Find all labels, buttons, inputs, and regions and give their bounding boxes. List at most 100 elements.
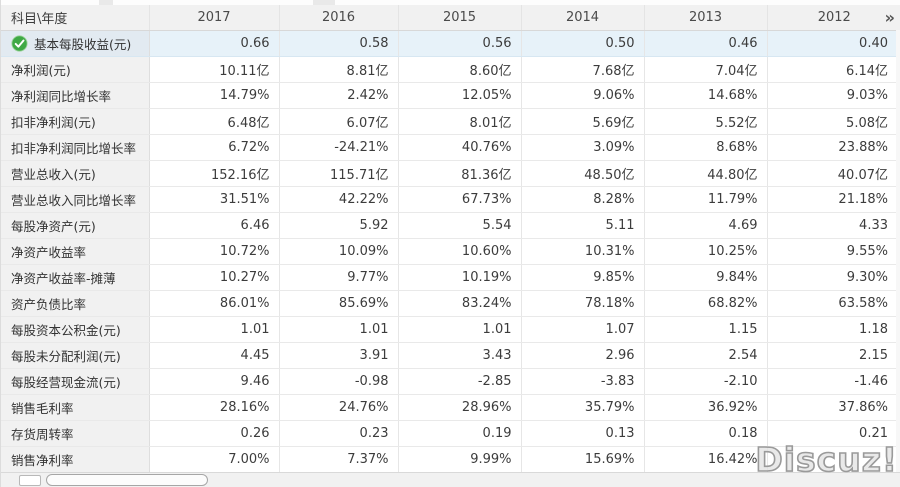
metric-value-cell[interactable]: 78.18%: [521, 290, 645, 317]
metric-label-cell[interactable]: 净利润(元): [1, 56, 150, 83]
metric-value-cell[interactable]: -1.46: [767, 368, 900, 395]
metric-label-cell[interactable]: 资产负债比率: [1, 290, 150, 317]
metric-value-cell[interactable]: 0.23: [279, 420, 399, 447]
metric-label-cell[interactable]: 每股未分配利润(元): [1, 342, 150, 369]
metric-value-cell[interactable]: 3.43: [398, 342, 522, 369]
metric-value-cell[interactable]: 36.92%: [644, 394, 768, 421]
metric-value-cell[interactable]: 6.14亿: [767, 56, 900, 83]
metric-value-cell[interactable]: 4.45: [149, 342, 280, 369]
metric-value-cell[interactable]: 0.50: [521, 30, 645, 57]
metric-value-cell[interactable]: 31.51%: [149, 186, 280, 213]
metric-value-cell[interactable]: 0.18: [644, 420, 768, 447]
metric-value-cell[interactable]: 4.33: [767, 212, 900, 239]
metric-value-cell[interactable]: 11.79%: [644, 186, 768, 213]
table-row[interactable]: 销售毛利率 28.16% 24.76% 28.96% 35.79% 36.92%…: [1, 394, 900, 421]
metric-value-cell[interactable]: 8.60亿: [398, 56, 522, 83]
metric-value-cell[interactable]: 14.79%: [149, 82, 280, 109]
metric-value-cell[interactable]: 15.69%: [521, 446, 645, 473]
metric-value-cell[interactable]: 81.36亿: [398, 160, 522, 187]
metric-value-cell[interactable]: 7.04亿: [644, 56, 768, 83]
metric-value-cell[interactable]: 1.07: [521, 316, 645, 343]
scrollbar-left-button[interactable]: [19, 475, 41, 486]
metric-value-cell[interactable]: 16.42%: [644, 446, 768, 473]
metric-value-cell[interactable]: 10.09%: [279, 238, 399, 265]
scrollbar-thumb[interactable]: [46, 474, 208, 486]
table-row[interactable]: 资产负债比率 86.01% 85.69% 83.24% 78.18% 68.82…: [1, 290, 900, 317]
metric-value-cell[interactable]: 1.01: [149, 316, 280, 343]
metric-value-cell[interactable]: 9.03%: [767, 82, 900, 109]
metric-value-cell[interactable]: 8.68%: [644, 134, 768, 161]
horizontal-scrollbar[interactable]: [1, 472, 900, 487]
metric-value-cell[interactable]: 1.18: [767, 316, 900, 343]
metric-value-cell[interactable]: 5.69亿: [521, 108, 645, 135]
metric-value-cell[interactable]: 10.11亿: [149, 56, 280, 83]
metric-value-cell[interactable]: 6.72%: [149, 134, 280, 161]
metric-value-cell[interactable]: 14.68%: [644, 82, 768, 109]
metric-value-cell[interactable]: 9.30%: [767, 264, 900, 291]
metric-value-cell[interactable]: 37.86%: [767, 394, 900, 421]
metric-value-cell[interactable]: 85.69%: [279, 290, 399, 317]
metric-value-cell[interactable]: [767, 446, 900, 473]
metric-label-cell[interactable]: 销售净利率: [1, 446, 150, 473]
table-row[interactable]: 销售净利率 7.00% 7.37% 9.99% 15.69% 16.42%: [1, 446, 900, 473]
metric-value-cell[interactable]: 67.73%: [398, 186, 522, 213]
table-row[interactable]: 净资产收益率-摊薄 10.27% 9.77% 10.19% 9.85% 9.84…: [1, 264, 900, 291]
table-row[interactable]: 扣非净利润同比增长率 6.72% -24.21% 40.76% 3.09% 8.…: [1, 134, 900, 161]
metric-value-cell[interactable]: 9.84%: [644, 264, 768, 291]
metric-value-cell[interactable]: 2.42%: [279, 82, 399, 109]
metric-value-cell[interactable]: 1.01: [398, 316, 522, 343]
metric-value-cell[interactable]: 152.16亿: [149, 160, 280, 187]
metric-value-cell[interactable]: 8.01亿: [398, 108, 522, 135]
metric-value-cell[interactable]: 40.07亿: [767, 160, 900, 187]
table-row[interactable]: 扣非净利润(元) 6.48亿 6.07亿 8.01亿 5.69亿 5.52亿 5…: [1, 108, 900, 135]
metric-value-cell[interactable]: 21.18%: [767, 186, 900, 213]
metric-value-cell[interactable]: 0.19: [398, 420, 522, 447]
metric-value-cell[interactable]: 68.82%: [644, 290, 768, 317]
metric-value-cell[interactable]: 10.60%: [398, 238, 522, 265]
metric-value-cell[interactable]: 6.46: [149, 212, 280, 239]
metric-label-cell[interactable]: 净利润同比增长率: [1, 82, 150, 109]
metric-value-cell[interactable]: 7.00%: [149, 446, 280, 473]
metric-value-cell[interactable]: 1.15: [644, 316, 768, 343]
metric-value-cell[interactable]: 7.68亿: [521, 56, 645, 83]
metric-value-cell[interactable]: 8.28%: [521, 186, 645, 213]
metric-value-cell[interactable]: 86.01%: [149, 290, 280, 317]
metric-value-cell[interactable]: 5.92: [279, 212, 399, 239]
metric-value-cell[interactable]: 0.46: [644, 30, 768, 57]
metric-value-cell[interactable]: 24.76%: [279, 394, 399, 421]
metric-label-cell[interactable]: 营业总收入同比增长率: [1, 186, 150, 213]
metric-label-cell[interactable]: 扣非净利润(元): [1, 108, 150, 135]
metric-value-cell[interactable]: 3.91: [279, 342, 399, 369]
metric-label-cell[interactable]: 存货周转率: [1, 420, 150, 447]
metric-value-cell[interactable]: 0.40: [767, 30, 900, 57]
metric-value-cell[interactable]: 0.21: [767, 420, 900, 447]
metric-value-cell[interactable]: 63.58%: [767, 290, 900, 317]
metric-value-cell[interactable]: 6.07亿: [279, 108, 399, 135]
metric-value-cell[interactable]: 35.79%: [521, 394, 645, 421]
more-years-icon[interactable]: »: [884, 7, 895, 27]
metric-label-cell[interactable]: 营业总收入(元): [1, 160, 150, 187]
metric-value-cell[interactable]: -2.85: [398, 368, 522, 395]
metric-value-cell[interactable]: 7.37%: [279, 446, 399, 473]
metric-value-cell[interactable]: 4.69: [644, 212, 768, 239]
metric-value-cell[interactable]: 28.96%: [398, 394, 522, 421]
metric-value-cell[interactable]: 9.46: [149, 368, 280, 395]
metric-value-cell[interactable]: 0.13: [521, 420, 645, 447]
metric-value-cell[interactable]: 0.26: [149, 420, 280, 447]
metric-label-cell[interactable]: 每股资本公积金(元): [1, 316, 150, 343]
metric-value-cell[interactable]: 10.25%: [644, 238, 768, 265]
table-row[interactable]: 基本每股收益(元) 0.66 0.58 0.56 0.50 0.46 0.40: [1, 30, 900, 57]
metric-value-cell[interactable]: 8.81亿: [279, 56, 399, 83]
metric-value-cell[interactable]: 3.09%: [521, 134, 645, 161]
metric-label-cell[interactable]: 销售毛利率: [1, 394, 150, 421]
metric-label-cell[interactable]: 每股经营现金流(元): [1, 368, 150, 395]
metric-value-cell[interactable]: -3.83: [521, 368, 645, 395]
metric-value-cell[interactable]: -24.21%: [279, 134, 399, 161]
metric-value-cell[interactable]: 1.01: [279, 316, 399, 343]
metric-value-cell[interactable]: 9.77%: [279, 264, 399, 291]
metric-value-cell[interactable]: 28.16%: [149, 394, 280, 421]
table-row[interactable]: 营业总收入(元) 152.16亿 115.71亿 81.36亿 48.50亿 4…: [1, 160, 900, 187]
metric-label-cell[interactable]: 净资产收益率: [1, 238, 150, 265]
metric-value-cell[interactable]: 9.06%: [521, 82, 645, 109]
metric-value-cell[interactable]: 5.54: [398, 212, 522, 239]
